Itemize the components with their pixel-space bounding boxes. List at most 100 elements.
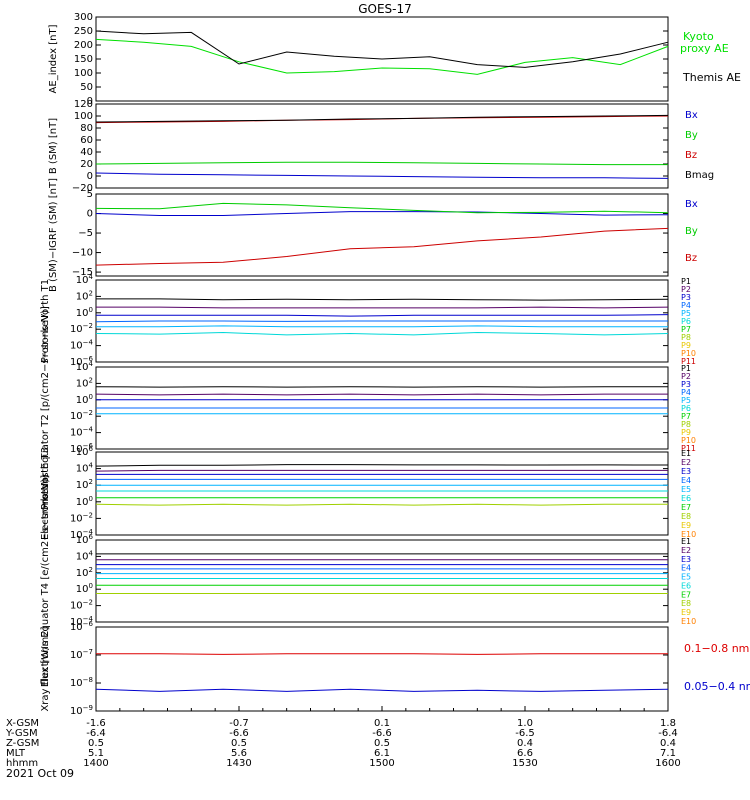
y-tick-label: −5 xyxy=(78,228,93,239)
row-label: MLT xyxy=(6,748,26,759)
y-axis-label: Protons North T1 xyxy=(40,279,51,363)
legend-bz: Bz xyxy=(685,150,697,161)
table-value: 0.4 xyxy=(660,738,676,749)
table-value: 0.5 xyxy=(88,738,104,749)
table-value: 5.6 xyxy=(231,748,247,759)
table-value: 1530 xyxy=(512,758,537,769)
y-tick-label: 80 xyxy=(80,123,93,134)
series-by xyxy=(95,161,668,166)
legend-themis: Themis AE xyxy=(682,71,741,84)
y-axis-label: Protons Equator T2 [p/(cm2−s−sr−keV)] xyxy=(40,306,51,510)
y-tick-label: 150 xyxy=(74,54,93,65)
series-p3 xyxy=(96,314,669,317)
legend-kyoto-2: proxy AE xyxy=(680,42,729,55)
legend-e5: E5 xyxy=(681,485,691,494)
legend-p7: P7 xyxy=(681,412,691,421)
row-label: Y-GSM xyxy=(5,728,38,739)
y-tick-label: 102 xyxy=(76,566,93,579)
y-tick-label: 5 xyxy=(87,189,93,200)
legend-xray-long: 0.1−0.8 nm xyxy=(684,642,749,655)
y-tick-label: 50 xyxy=(80,82,93,93)
panel-frame xyxy=(95,539,669,623)
legend-bz: Bz xyxy=(685,253,697,264)
panel-8: 10−9 10−8 10−7 10−6 Xray flux [W/m2] 0.1−0.8 … xyxy=(40,620,750,717)
table-value: 5.1 xyxy=(88,748,104,759)
legend-xray-short: 0.05−0.4 nm xyxy=(684,680,750,693)
table-value: 0.1 xyxy=(374,718,390,729)
table-value: 1600 xyxy=(655,758,680,769)
legend-p9: P9 xyxy=(681,428,691,437)
table-value: -6.4 xyxy=(86,728,106,739)
legend-p11: P11 xyxy=(681,444,696,453)
panel-3: −15 −10 −5 0 5 B (SM)−IGRF (SM) [nT] Bx By Bz xyxy=(48,178,698,292)
y-tick-label: 100 xyxy=(76,582,93,595)
legend-p8: P8 xyxy=(681,333,691,342)
y-tick-label: 100 xyxy=(74,68,93,79)
panel-1: 0 50 100 150 200 250 300 AE_index [nT] Kyotoprox… xyxy=(48,12,741,107)
series-p4 xyxy=(95,320,668,323)
panel-frame xyxy=(95,451,669,536)
y-tick-label: 106 xyxy=(76,445,94,458)
ephemeris-table: X-GSMY-GSMZ-GSMMLThhmm-1.6-6.40.55.11400… xyxy=(5,718,681,769)
panel-frame xyxy=(95,626,669,712)
legend-p4: P4 xyxy=(681,388,691,397)
y-tick-label: 10−8 xyxy=(70,676,93,689)
legend-e8: E8 xyxy=(681,599,691,608)
table-value: -1.6 xyxy=(86,718,106,729)
table-value: 1400 xyxy=(83,758,108,769)
legend-p10: P10 xyxy=(681,349,696,358)
table-value: 1.0 xyxy=(517,718,533,729)
y-tick-label: 10−2 xyxy=(70,322,93,335)
table-value: 6.1 xyxy=(374,748,390,759)
y-tick-label: 104 xyxy=(76,273,94,286)
series-e1 xyxy=(95,464,669,467)
series-by xyxy=(95,202,669,214)
table-value: 0.5 xyxy=(374,738,390,749)
y-tick-label: 100 xyxy=(74,111,93,122)
y-tick-label: 20 xyxy=(80,159,93,170)
table-value: -6.4 xyxy=(658,728,678,739)
table-value: 1500 xyxy=(369,758,394,769)
y-tick-label: 0 xyxy=(87,209,93,220)
legend-p9: P9 xyxy=(681,341,691,350)
legend-p11: P11 xyxy=(681,357,696,366)
legend-e10: E10 xyxy=(681,530,696,539)
table-value: 6.6 xyxy=(517,748,533,759)
legend-p2: P2 xyxy=(681,285,691,294)
y-tick-label: −10 xyxy=(72,248,93,259)
y-tick-label: 300 xyxy=(74,12,93,23)
y-tick-label: 10−7 xyxy=(70,648,93,661)
series-p6 xyxy=(95,331,669,336)
series-p1 xyxy=(96,298,669,301)
y-tick-label: 100 xyxy=(76,306,93,319)
legend-p10: P10 xyxy=(681,436,696,445)
y-axis-label: B (SM)−IGRF (SM) [nT] xyxy=(48,178,59,292)
y-tick-label: 10−2 xyxy=(70,409,93,422)
y-tick-label: 40 xyxy=(80,147,93,158)
legend-p1: P1 xyxy=(681,277,691,286)
y-tick-label: −20 xyxy=(72,183,93,194)
y-tick-label: 10−4 xyxy=(70,426,94,439)
y-tick-label: 10−6 xyxy=(70,620,94,633)
legend-e3: E3 xyxy=(681,467,691,476)
legend-e3: E3 xyxy=(681,555,691,564)
table-value: -6.6 xyxy=(229,728,249,739)
legend-e2: E2 xyxy=(681,546,691,555)
plot-title: GOES-17 xyxy=(358,2,412,16)
series-0-1-0-8-nm xyxy=(96,653,668,655)
legend-e6: E6 xyxy=(681,581,691,590)
y-tick-label: 100 xyxy=(76,393,93,406)
legend-e7: E7 xyxy=(681,590,691,599)
legend-p5: P5 xyxy=(681,396,691,405)
table-value: 0.5 xyxy=(231,738,247,749)
legend-e8: E8 xyxy=(681,512,691,521)
y-tick-label: 106 xyxy=(76,533,94,546)
panel-frame xyxy=(95,103,669,189)
series-p2 xyxy=(96,306,669,309)
legend-p8: P8 xyxy=(681,420,691,429)
legend-e6: E6 xyxy=(681,494,691,503)
